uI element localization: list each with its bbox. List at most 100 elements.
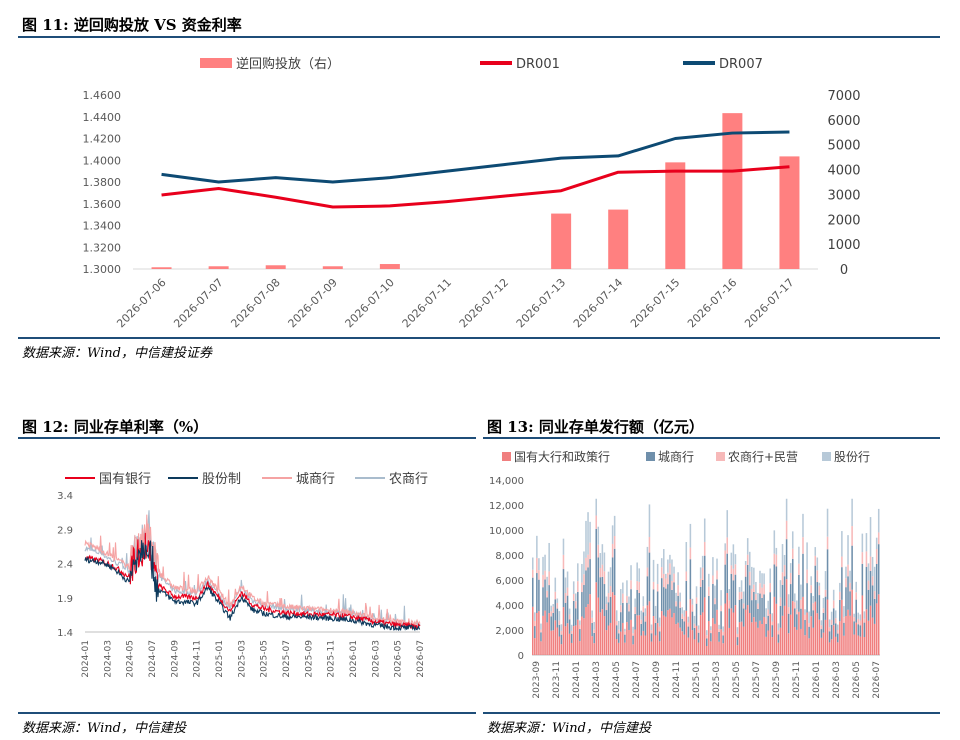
fig13-x-tick-label: 2024-01 xyxy=(572,661,582,699)
fig13-bar-segment xyxy=(669,608,671,655)
fig13-x-tick-label: 2025-01 xyxy=(692,661,702,699)
fig13-bar-segment xyxy=(574,601,577,609)
fig13-bar-segment xyxy=(865,609,868,655)
fig11-yleft-tick-label: 1.3200 xyxy=(83,241,122,254)
fig13-bar-segment xyxy=(554,577,557,592)
fig13-bar-segment xyxy=(562,554,565,570)
fig13-bar-segment xyxy=(634,607,636,614)
fig13-x-tick-label: 2026-05 xyxy=(852,661,862,699)
fig13-bar-segment xyxy=(638,568,640,582)
fig13-bar-segment xyxy=(681,618,683,632)
fig13-bar-segment xyxy=(564,593,567,603)
fig13-bar-segment xyxy=(632,644,634,655)
fig13-bar-segment xyxy=(613,548,616,596)
fig13-bar-segment xyxy=(753,617,755,655)
fig12-x-tick-label: 2026-03 xyxy=(371,640,381,678)
fig13-bar-segment xyxy=(534,626,536,639)
fig12-x-tick-label: 2025-01 xyxy=(215,640,225,678)
fig13-bar-segment xyxy=(769,592,771,614)
fig13-bar-segment xyxy=(751,600,753,623)
fig13-bar-segment xyxy=(822,632,825,655)
fig13-bar-segment xyxy=(783,555,786,565)
fig13-bar-segment xyxy=(791,548,794,559)
fig13-bar-segment xyxy=(730,608,733,655)
fig13-bar-segment xyxy=(875,563,878,604)
fig13-bar-segment xyxy=(724,564,726,604)
fig13-bar-segment xyxy=(663,615,665,655)
fig11-legend-label: DR007 xyxy=(719,57,763,72)
fig13-bar-segment xyxy=(652,559,655,582)
fig11-yleft-tick-label: 1.4600 xyxy=(83,89,122,102)
fig13-bar-segment xyxy=(708,586,710,596)
fig13-bar-segment xyxy=(632,626,634,634)
fig13-bar-segment xyxy=(726,537,729,554)
fig13-bar-segment xyxy=(613,515,616,537)
fig13-bar-segment xyxy=(757,608,759,628)
fig13-bar-segment xyxy=(609,622,612,655)
fig13-bar-segment xyxy=(847,576,849,610)
fig13-bar-segment xyxy=(630,589,632,620)
fig13-legend-swatch xyxy=(822,452,831,461)
fig13-bar-segment xyxy=(744,564,747,577)
fig13-bar-segment xyxy=(566,571,569,588)
fig13-bar-segment xyxy=(628,604,630,612)
fig13-bar-segment xyxy=(845,616,847,655)
fig13-top-rule xyxy=(483,437,940,439)
fig13-bar-segment xyxy=(828,627,831,632)
fig13-bar-segment xyxy=(755,594,757,601)
fig13-bar-segment xyxy=(669,554,671,564)
fig13-bar-segment xyxy=(587,604,589,655)
fig13-bar-segment xyxy=(562,607,565,655)
fig13-y-tick-label: 14,000 xyxy=(489,476,524,487)
fig13-bar-segment xyxy=(851,498,853,527)
fig13-bar-segment xyxy=(626,580,628,596)
fig13-bar-segment xyxy=(736,637,739,646)
fig13-bar-segment xyxy=(603,584,606,617)
fig13-bar-segment xyxy=(877,544,880,595)
fig13-bar-segment xyxy=(673,582,675,614)
fig13-bar-segment xyxy=(734,554,737,565)
fig13-bar-segment xyxy=(761,587,763,598)
fig13-bar-segment xyxy=(783,564,786,577)
fig13-bar-segment xyxy=(806,569,808,584)
fig13-bar-segment xyxy=(818,619,821,655)
fig13-y-tick-label: 0 xyxy=(518,651,524,662)
fig13-bar-segment xyxy=(869,605,872,655)
fig13-bar-segment xyxy=(689,599,692,655)
fig13-bar-segment xyxy=(746,554,749,565)
fig13-bar-segment xyxy=(810,593,812,617)
fig13-bar-segment xyxy=(820,625,823,630)
fig13-bar-segment xyxy=(744,609,747,655)
fig13-bar-segment xyxy=(603,552,606,572)
fig11-yright-tick-label: 3000 xyxy=(827,188,860,203)
fig13-bar-segment xyxy=(830,639,833,655)
fig13-bar-segment xyxy=(789,572,792,585)
fig13-bar-segment xyxy=(617,633,620,643)
fig13-bar-segment xyxy=(593,629,595,633)
fig13-bar-segment xyxy=(873,566,876,592)
fig13-bar-segment xyxy=(689,523,692,548)
fig13-bar-segment xyxy=(597,597,600,655)
fig13-bar-segment xyxy=(577,563,579,582)
fig13-bar-segment xyxy=(650,633,653,642)
fig13-bar-segment xyxy=(853,617,855,622)
fig11-bar xyxy=(722,113,743,269)
fig13-bar-segment xyxy=(738,592,741,600)
fig13-bar-segment xyxy=(839,591,841,600)
fig13-bar-segment xyxy=(538,611,540,655)
fig13-bar-segment xyxy=(845,587,847,617)
fig13-bar-segment xyxy=(562,569,565,608)
fig13-bar-segment xyxy=(732,612,735,655)
fig13-bar-segment xyxy=(865,566,868,610)
fig13-bar-segment xyxy=(771,613,774,622)
fig13-bar-segment xyxy=(861,552,864,564)
fig13-bar-segment xyxy=(779,627,782,655)
fig13-bar-segment xyxy=(632,635,634,645)
fig13-bar-segment xyxy=(777,623,780,631)
fig13-bar-segment xyxy=(536,612,538,655)
fig13-bar-segment xyxy=(701,612,704,655)
fig13-bar-segment xyxy=(697,625,700,630)
fig13-bar-segment xyxy=(605,596,608,605)
fig13-bar-segment xyxy=(675,606,677,625)
fig13-y-tick-label: 6,000 xyxy=(495,576,524,587)
